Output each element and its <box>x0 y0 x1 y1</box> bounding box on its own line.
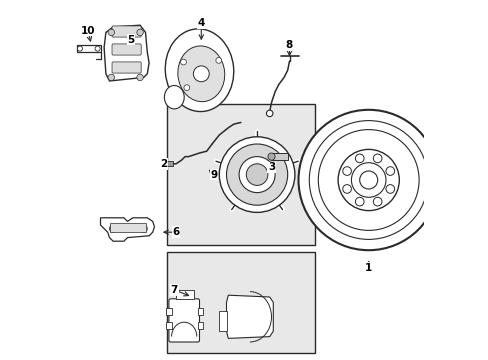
FancyBboxPatch shape <box>112 44 141 55</box>
Circle shape <box>372 197 381 206</box>
Circle shape <box>372 154 381 163</box>
Bar <box>176 290 194 299</box>
FancyBboxPatch shape <box>168 299 199 342</box>
Text: 9: 9 <box>210 170 217 180</box>
Bar <box>109 223 145 232</box>
Bar <box>166 322 171 329</box>
Text: 8: 8 <box>285 40 292 50</box>
Ellipse shape <box>165 29 233 112</box>
Circle shape <box>246 164 267 185</box>
Circle shape <box>342 185 351 193</box>
Circle shape <box>219 137 294 212</box>
Circle shape <box>108 74 114 81</box>
Bar <box>197 322 203 329</box>
Polygon shape <box>226 295 273 338</box>
Circle shape <box>337 149 399 211</box>
Circle shape <box>267 153 275 160</box>
Circle shape <box>226 144 287 205</box>
Text: 2: 2 <box>160 159 167 169</box>
Bar <box>167 104 314 245</box>
Polygon shape <box>101 218 154 241</box>
Circle shape <box>193 66 209 82</box>
Circle shape <box>109 225 117 232</box>
FancyBboxPatch shape <box>112 26 141 37</box>
Circle shape <box>342 167 351 175</box>
Circle shape <box>95 46 100 51</box>
Circle shape <box>77 46 82 51</box>
Polygon shape <box>104 25 149 81</box>
Bar <box>219 311 226 331</box>
Bar <box>197 308 203 315</box>
Circle shape <box>359 171 377 189</box>
Text: 10: 10 <box>81 26 95 36</box>
Bar <box>271 153 287 160</box>
Circle shape <box>137 29 143 36</box>
Circle shape <box>355 197 364 206</box>
Bar <box>166 161 172 166</box>
Circle shape <box>385 185 394 193</box>
Text: 6: 6 <box>172 227 180 237</box>
Circle shape <box>180 59 186 65</box>
Bar <box>77 45 101 52</box>
Circle shape <box>355 154 364 163</box>
Circle shape <box>351 163 385 197</box>
Circle shape <box>215 58 221 63</box>
Bar <box>166 308 171 315</box>
Circle shape <box>266 110 272 117</box>
Circle shape <box>385 167 394 175</box>
FancyBboxPatch shape <box>112 62 141 73</box>
Ellipse shape <box>178 46 224 102</box>
Circle shape <box>239 157 275 193</box>
Circle shape <box>108 29 114 36</box>
Circle shape <box>137 74 143 81</box>
Bar <box>167 252 314 353</box>
Ellipse shape <box>164 85 184 109</box>
Text: 5: 5 <box>127 35 135 45</box>
Text: 3: 3 <box>267 162 275 172</box>
Text: 1: 1 <box>365 263 371 273</box>
Circle shape <box>298 110 438 250</box>
Text: 4: 4 <box>197 18 204 28</box>
Circle shape <box>140 225 147 232</box>
Text: 7: 7 <box>170 285 178 295</box>
Circle shape <box>183 85 189 91</box>
